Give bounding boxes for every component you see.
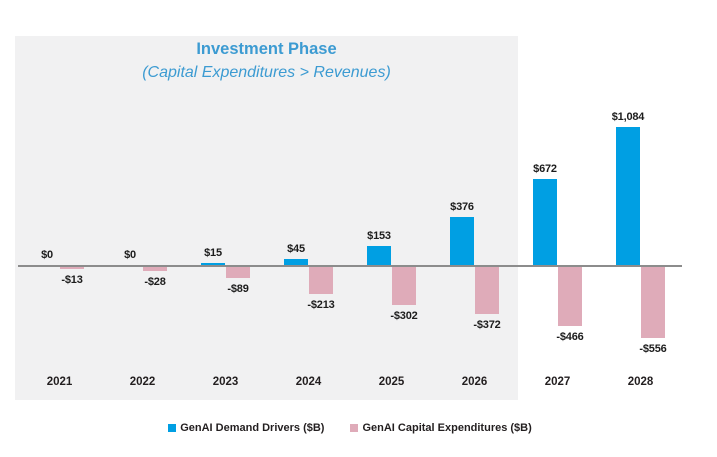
- x-axis-label-2023: 2023: [212, 376, 239, 388]
- bar-genai-demand-drivers-b-2023: [201, 263, 225, 265]
- bar-genai-capital-expenditures-b-2025: [392, 267, 416, 305]
- bar-value-label-genai-capital-expenditures-b-2024: -$213: [307, 299, 335, 311]
- x-axis-label-2022: 2022: [129, 376, 156, 388]
- bar-genai-capital-expenditures-b-2022: [143, 267, 167, 271]
- year-group-2027: $672 -$466 2027: [516, 0, 599, 420]
- bar-value-label-genai-demand-drivers-b-2028: $1,084: [611, 111, 645, 123]
- legend-swatch-icon: [168, 424, 177, 432]
- bar-value-label-genai-demand-drivers-b-2024: $45: [287, 243, 305, 255]
- bar-value-label-genai-demand-drivers-b-2021: $0: [41, 249, 53, 261]
- bar-genai-capital-expenditures-b-2026: [475, 267, 499, 314]
- x-axis-label-2021: 2021: [46, 376, 73, 388]
- bar-value-label-genai-capital-expenditures-b-2022: -$28: [144, 276, 166, 288]
- bar-genai-demand-drivers-b-2027: [533, 179, 557, 265]
- bar-value-label-genai-capital-expenditures-b-2026: -$372: [473, 319, 501, 331]
- bar-value-label-genai-demand-drivers-b-2023: $15: [204, 247, 222, 259]
- bar-genai-capital-expenditures-b-2024: [309, 267, 333, 294]
- x-axis-zero-line: [18, 265, 682, 267]
- x-axis-label-2026: 2026: [461, 376, 488, 388]
- bar-genai-capital-expenditures-b-2028: [641, 267, 665, 338]
- investment-phase-highlight-region: [15, 36, 518, 400]
- bar-value-label-genai-demand-drivers-b-2025: $153: [367, 230, 391, 242]
- year-group-2025: $153 -$302 2025: [350, 0, 433, 420]
- legend-label: GenAI Capital Expenditures ($B): [362, 422, 532, 434]
- bar-value-label-genai-capital-expenditures-b-2027: -$466: [556, 331, 584, 343]
- bar-genai-demand-drivers-b-2028: [616, 127, 640, 265]
- year-group-2021: $0 -$13 2021: [18, 0, 101, 420]
- bar-genai-capital-expenditures-b-2023: [226, 267, 250, 278]
- bar-value-label-genai-capital-expenditures-b-2028: -$556: [639, 343, 667, 355]
- bar-groups-container: $0 -$13 2021 $0 -$28 2022 $15 -$89 2023 $45 -$213 2…: [18, 0, 682, 420]
- legend-item-genai-demand-drivers-b: GenAI Demand Drivers ($B): [168, 422, 324, 434]
- legend-item-genai-capital-expenditures-b: GenAI Capital Expenditures ($B): [350, 422, 532, 434]
- year-group-2024: $45 -$213 2024: [267, 0, 350, 420]
- year-group-2026: $376 -$372 2026: [433, 0, 516, 420]
- year-group-2028: $1,084 -$556 2028: [599, 0, 682, 420]
- bar-value-label-genai-demand-drivers-b-2026: $376: [450, 201, 474, 213]
- bar-value-label-genai-demand-drivers-b-2022: $0: [124, 249, 136, 261]
- legend-label: GenAI Demand Drivers ($B): [180, 422, 325, 434]
- legend-swatch-icon: [350, 424, 359, 432]
- bar-genai-demand-drivers-b-2026: [450, 217, 474, 265]
- chart-title-block: Investment Phase (Capital Expenditures >…: [15, 40, 518, 83]
- bar-genai-capital-expenditures-b-2021: [60, 267, 84, 269]
- bar-genai-demand-drivers-b-2024: [284, 259, 308, 265]
- bar-value-label-genai-capital-expenditures-b-2023: -$89: [227, 283, 249, 295]
- chart-title: Investment Phase: [196, 40, 337, 58]
- x-axis-label-2027: 2027: [544, 376, 571, 388]
- bar-value-label-genai-demand-drivers-b-2027: $672: [533, 163, 557, 175]
- x-axis-label-2024: 2024: [295, 376, 322, 388]
- plot-area: $0 -$13 2021 $0 -$28 2022 $15 -$89 2023 $45 -$213 2…: [18, 0, 682, 420]
- bar-genai-capital-expenditures-b-2027: [558, 267, 582, 326]
- year-group-2023: $15 -$89 2023: [184, 0, 267, 420]
- bar-genai-demand-drivers-b-2025: [367, 246, 391, 265]
- legend: GenAI Demand Drivers ($B) GenAI Capital E…: [18, 422, 682, 434]
- bar-value-label-genai-capital-expenditures-b-2021: -$13: [61, 274, 83, 286]
- bar-value-label-genai-capital-expenditures-b-2025: -$302: [390, 310, 418, 322]
- x-axis-label-2028: 2028: [627, 376, 654, 388]
- chart-subtitle: (Capital Expenditures > Revenues): [142, 64, 391, 81]
- x-axis-label-2025: 2025: [378, 376, 405, 388]
- year-group-2022: $0 -$28 2022: [101, 0, 184, 420]
